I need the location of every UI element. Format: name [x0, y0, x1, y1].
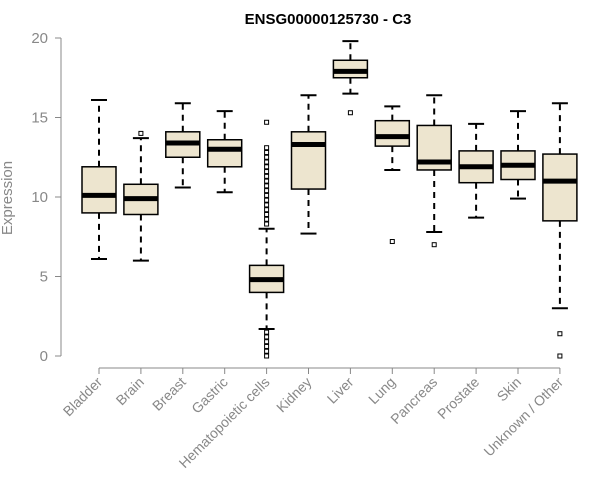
- y-tick-label: 10: [31, 189, 48, 206]
- iqr-box: [374, 119, 411, 147]
- x-tick-label: Liver: [324, 374, 357, 407]
- box-kidney: [290, 94, 327, 235]
- y-tick-label: 20: [31, 30, 48, 47]
- box-unknown-other: [542, 102, 578, 359]
- outlier-point: [264, 154, 270, 160]
- iqr-box: [81, 166, 117, 214]
- x-tick-label: Kidney: [273, 374, 315, 416]
- x-tick-label: Unknown / Other: [480, 374, 566, 460]
- box-breast: [165, 102, 201, 189]
- iqr-box: [542, 153, 578, 222]
- outlier-point: [264, 159, 270, 165]
- box-liver: [332, 40, 369, 116]
- outlier-point: [557, 331, 563, 337]
- box-lung: [374, 105, 411, 245]
- outlier-point: [264, 164, 270, 170]
- outlier-point: [264, 197, 270, 203]
- y-tick-label: 0: [40, 348, 48, 365]
- x-tick-label: Brain: [113, 374, 147, 408]
- outlier-point: [138, 130, 144, 136]
- iqr-box: [206, 139, 243, 168]
- x-tick-label: Lung: [365, 374, 398, 407]
- boxes-group: [81, 40, 578, 359]
- outlier-point: [264, 339, 270, 345]
- outlier-point: [264, 221, 270, 227]
- outlier-point: [264, 183, 270, 189]
- y-axis-label: Expression: [0, 161, 16, 235]
- y-tick-label: 5: [40, 269, 48, 286]
- x-tick-label: Skin: [494, 374, 525, 405]
- box-pancreas: [416, 94, 452, 248]
- y-tick-label: 15: [31, 110, 48, 127]
- box-hematopoietic-cells: [248, 119, 285, 359]
- outlier-point: [264, 178, 270, 184]
- outlier-point: [264, 211, 270, 217]
- outlier-point: [264, 334, 270, 340]
- outlier-point: [264, 348, 270, 354]
- outlier-point: [264, 192, 270, 198]
- chart-title: ENSG00000125730 - C3: [245, 11, 412, 28]
- outlier-point: [264, 173, 270, 179]
- box-brain: [123, 130, 159, 262]
- outlier-point: [264, 329, 270, 335]
- outlier-point: [264, 343, 270, 349]
- outlier-point: [264, 216, 270, 222]
- iqr-box: [290, 131, 327, 190]
- outlier-point: [431, 242, 437, 248]
- outlier-point: [557, 353, 563, 359]
- y-axis: 0 5 10 15 20: [31, 30, 62, 365]
- box-skin: [500, 110, 536, 200]
- outlier-point: [264, 207, 270, 213]
- outlier-point: [389, 239, 395, 245]
- box-prostate: [458, 122, 494, 219]
- outlier-point: [264, 119, 270, 125]
- outlier-point: [264, 149, 270, 155]
- outlier-point: [264, 202, 270, 208]
- outlier-point: [264, 188, 270, 194]
- x-tick-label: Bladder: [60, 374, 106, 420]
- outlier-point: [264, 145, 270, 151]
- box-bladder: [81, 99, 117, 261]
- outlier-point: [264, 169, 270, 175]
- x-tick-label: Pancreas: [387, 374, 440, 427]
- x-tick-label: Breast: [149, 374, 189, 414]
- x-tick-label: Prostate: [434, 374, 482, 422]
- box-gastric: [206, 110, 243, 194]
- outlier-point: [347, 110, 353, 116]
- outlier-point: [264, 353, 270, 359]
